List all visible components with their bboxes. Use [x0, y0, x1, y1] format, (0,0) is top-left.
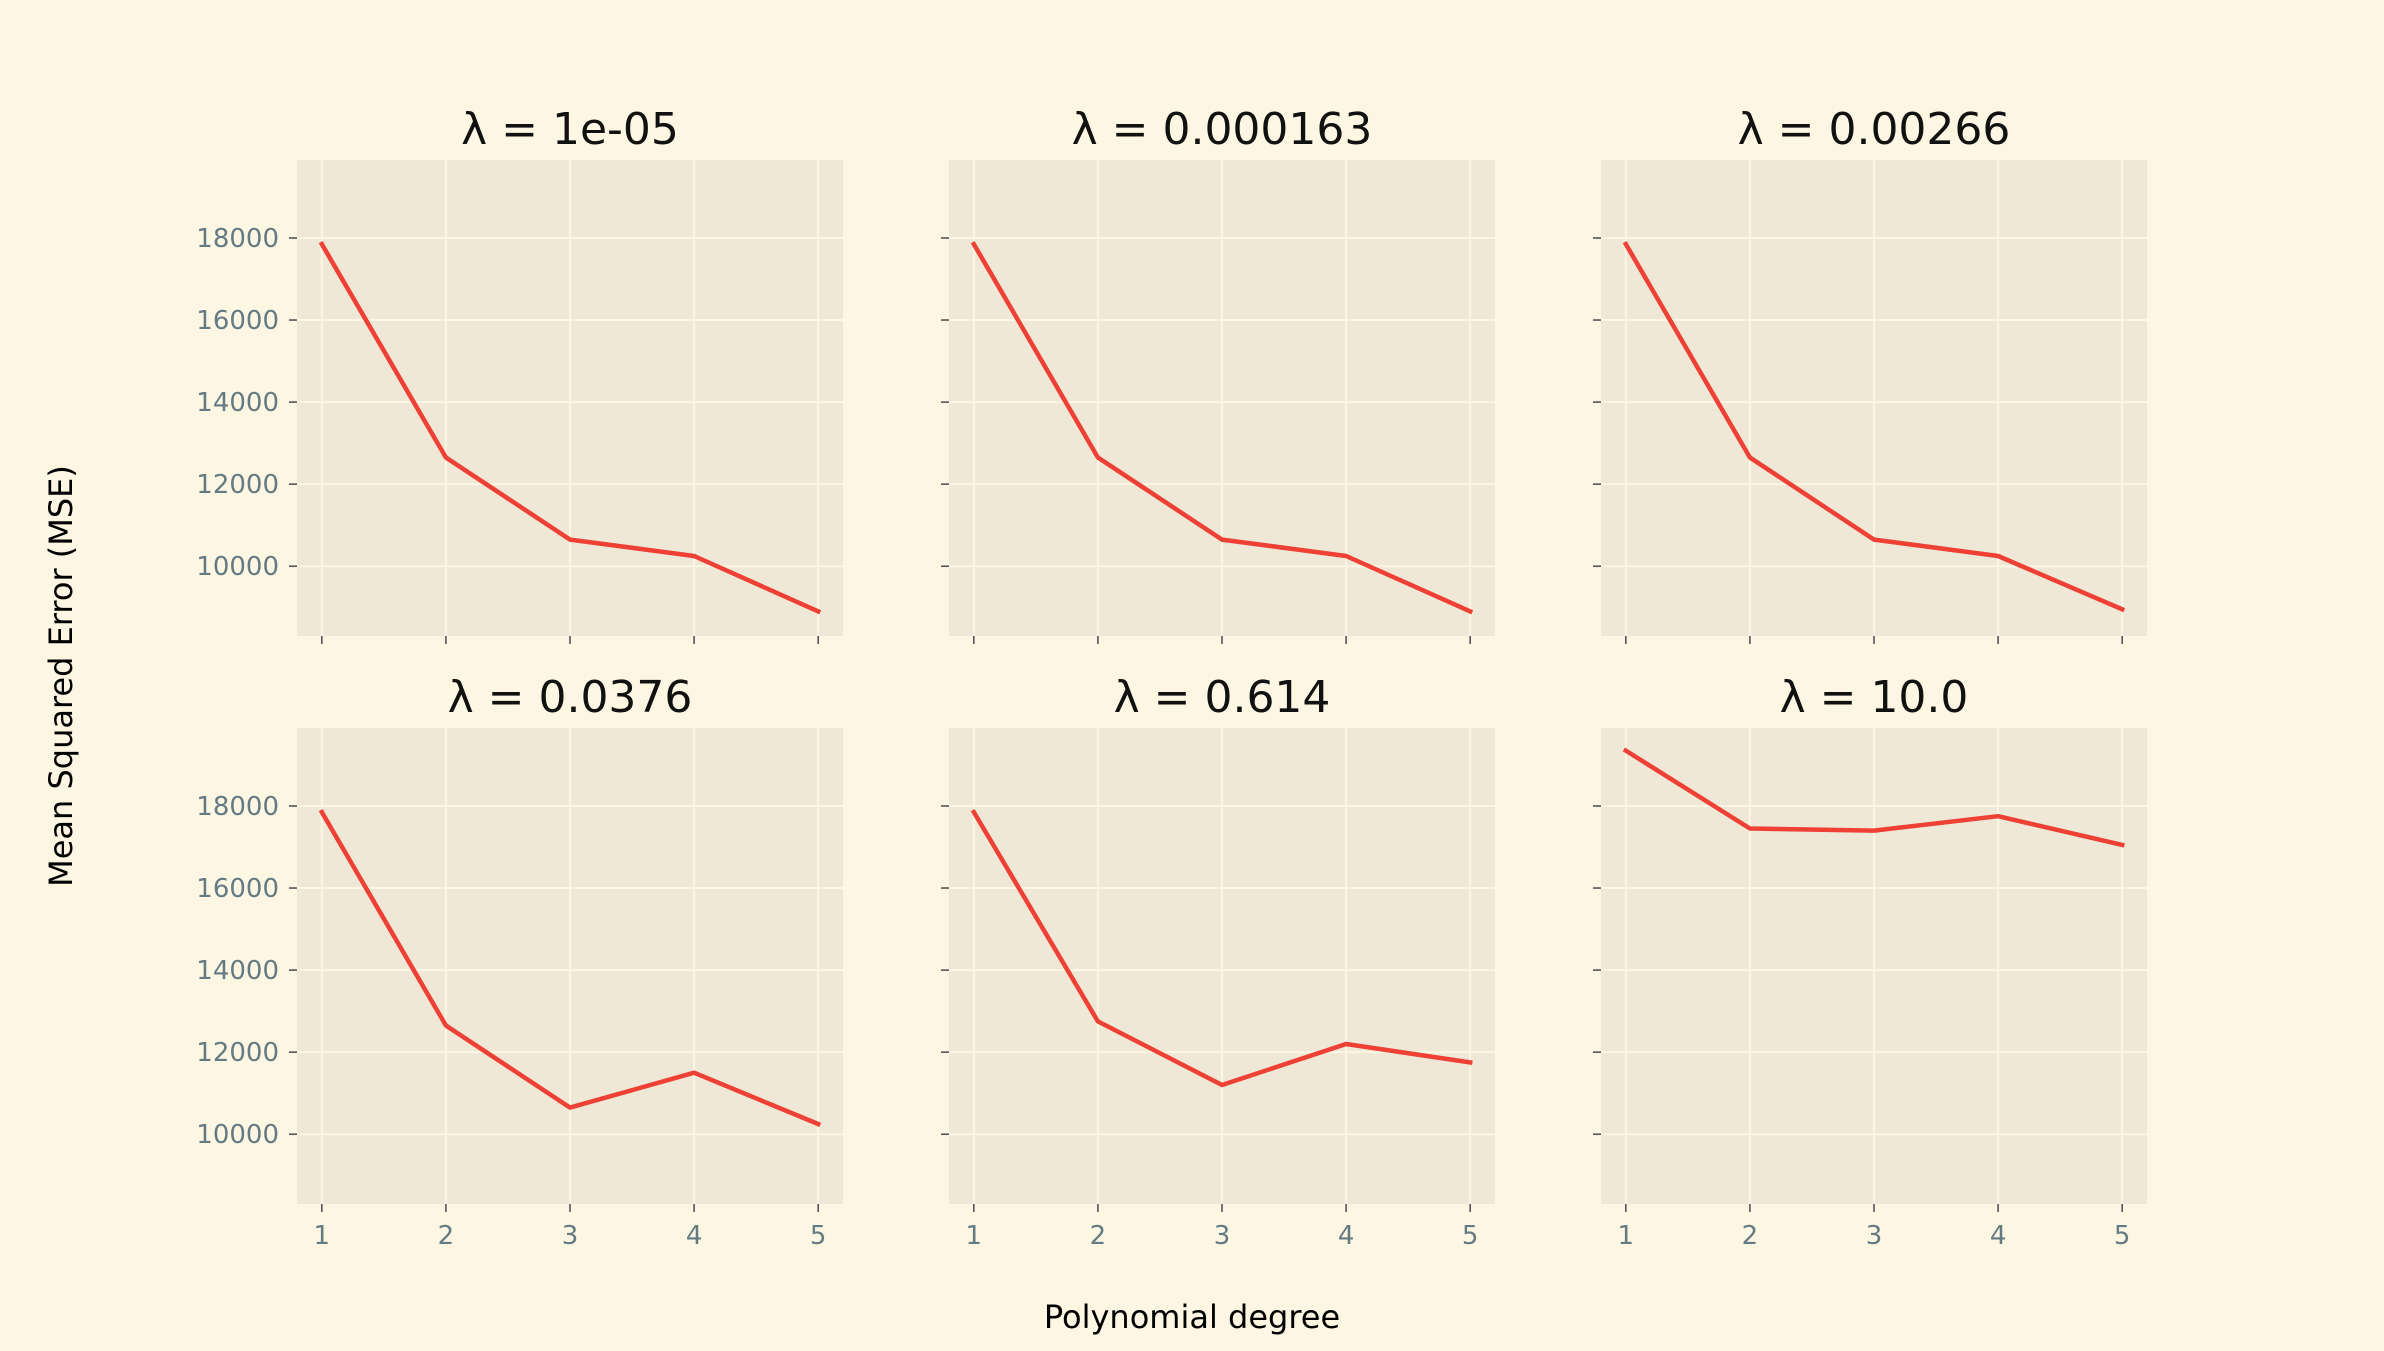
subplot-3: λ = 0.00266: [1593, 104, 2147, 644]
y-tick-label: 14000: [196, 956, 279, 986]
y-tick-label: 16000: [196, 306, 279, 336]
subplot-4: 1 2 3 4 5 10000 12000 14000 16000 18000 λ = 0.0376: [196, 672, 843, 1251]
x-tick-label: 4: [1338, 1221, 1355, 1251]
x-tick-label: 1: [314, 1221, 331, 1251]
x-tick-label: 2: [1090, 1221, 1107, 1251]
subplot-6: 1 2 3 4 5 λ = 10.0: [1593, 672, 2147, 1251]
x-tick-label: 2: [438, 1221, 455, 1251]
y-tick-label: 16000: [196, 874, 279, 904]
x-tick-label: 4: [686, 1221, 703, 1251]
x-tick-label: 5: [1462, 1221, 1479, 1251]
subplot-5: 1 2 3 4 5 λ = 0.614: [941, 672, 1495, 1251]
x-tick-label: 3: [1214, 1221, 1231, 1251]
x-tick-label: 5: [810, 1221, 827, 1251]
x-tick-label: 1: [966, 1221, 983, 1251]
y-tick-label: 14000: [196, 388, 279, 418]
x-tick-label: 4: [1990, 1221, 2007, 1251]
subplot-title: λ = 0.00266: [1738, 104, 2011, 155]
x-tick-label: 5: [2114, 1221, 2131, 1251]
x-tick-label: 1: [1618, 1221, 1635, 1251]
subplots-grid: 10000 12000 14000 16000 18000 λ = 1e-05 λ = 0.…: [196, 104, 2147, 1251]
y-tick-label: 18000: [196, 224, 279, 254]
subplot-title: λ = 10.0: [1780, 672, 1969, 723]
subplot-title: λ = 0.0376: [448, 672, 693, 723]
series-line: [1622, 241, 2126, 613]
series-line: [970, 241, 1474, 615]
figure-y-axis-label: Mean Squared Error (MSE): [42, 465, 80, 887]
y-tick-label: 10000: [196, 1120, 279, 1150]
y-tick-label: 10000: [196, 552, 279, 582]
series-line: [318, 241, 822, 615]
x-tick-label: 3: [1866, 1221, 1883, 1251]
subplot-title: λ = 0.614: [1114, 672, 1331, 723]
subplot-title: λ = 0.000163: [1072, 104, 1373, 155]
subplot-title: λ = 1e-05: [461, 104, 679, 155]
y-tick-label: 12000: [196, 470, 279, 500]
series-line: [1622, 747, 2125, 848]
figure-x-axis-label: Polynomial degree: [1044, 1298, 1340, 1336]
subplot-2: λ = 0.000163: [941, 104, 1495, 644]
series-line: [318, 809, 822, 1127]
series-line: [970, 809, 1473, 1088]
x-tick-label: 3: [562, 1221, 579, 1251]
subplot-1: 10000 12000 14000 16000 18000 λ = 1e-05: [196, 104, 843, 644]
y-tick-label: 18000: [196, 792, 279, 822]
x-tick-label: 2: [1742, 1221, 1759, 1251]
y-tick-label: 12000: [196, 1038, 279, 1068]
